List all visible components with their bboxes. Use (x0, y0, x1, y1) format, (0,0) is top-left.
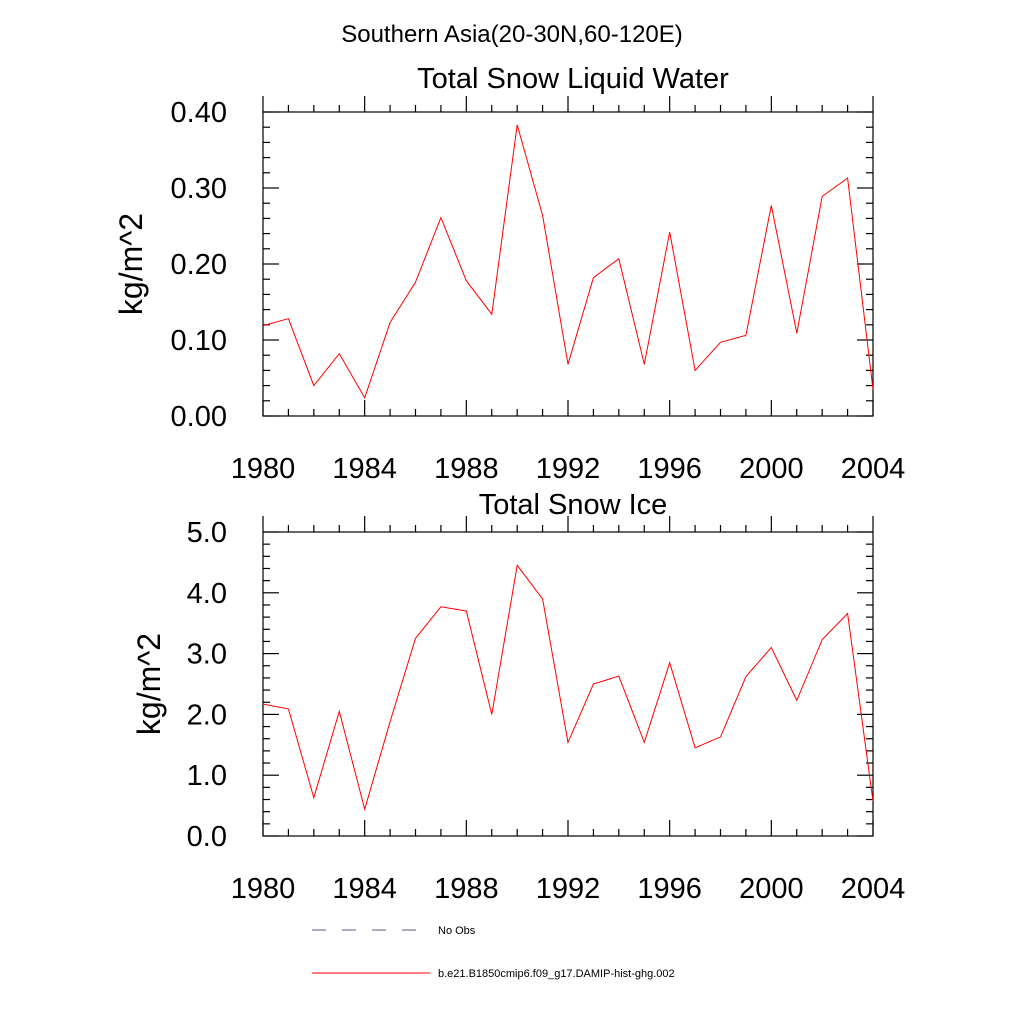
x-tick-label: 2004 (841, 873, 906, 905)
series-line (262, 564, 874, 812)
y-tick-label: 0.20 (171, 249, 227, 281)
y-tick-label: 2.0 (187, 699, 227, 731)
chart-title: Total Snow Ice (479, 489, 668, 521)
x-tick-label: 1984 (332, 873, 397, 905)
legend: No Obs b.e21.B1850cmip6.f09_g17.DAMIP-his… (312, 925, 675, 980)
series-line (262, 124, 874, 400)
y-tick-label: 0.0 (187, 821, 227, 853)
x-tick-label: 1996 (637, 453, 702, 485)
chart-title: Total Snow Liquid Water (417, 63, 729, 95)
y-tick-label: 4.0 (187, 578, 227, 610)
y-tick-label: 0.30 (171, 173, 227, 205)
x-tick-label: 1996 (637, 873, 702, 905)
y-tick-label: 5.0 (187, 517, 227, 549)
y-tick-label: 0.10 (171, 325, 227, 357)
x-tick-label: 1980 (231, 453, 296, 485)
x-tick-label: 1984 (332, 453, 397, 485)
y-tick-label: 3.0 (187, 639, 227, 671)
x-tick-label: 1992 (536, 873, 601, 905)
y-axis-label: kg/m^2 (131, 633, 167, 735)
y-axis-label: kg/m^2 (113, 213, 149, 315)
y-tick-label: 0.40 (171, 97, 227, 129)
legend-label: b.e21.B1850cmip6.f09_g17.DAMIP-hist-ghg.… (438, 968, 675, 980)
y-tick-label: 1.0 (187, 760, 227, 792)
suptitle: Southern Asia(20-30N,60-120E) (341, 21, 683, 48)
legend-label: No Obs (438, 925, 476, 937)
x-tick-label: 1988 (434, 453, 499, 485)
x-tick-label: 1992 (536, 453, 601, 485)
x-tick-label: 2000 (739, 873, 804, 905)
plot-frame (262, 111, 874, 417)
y-tick-label: 0.00 (171, 401, 227, 433)
x-tick-label: 2004 (841, 453, 906, 485)
plot-frame (262, 531, 874, 837)
x-tick-label: 1980 (231, 873, 296, 905)
x-tick-label: 2000 (739, 453, 804, 485)
x-tick-label: 1988 (434, 873, 499, 905)
chart-panel-1: Total Snow Liquid Water 1980 1984 1988 1992 1… (113, 63, 905, 485)
chart-panel-2: Total Snow Ice 1980 1984 1988 1992 1996 2000 20… (131, 489, 905, 905)
